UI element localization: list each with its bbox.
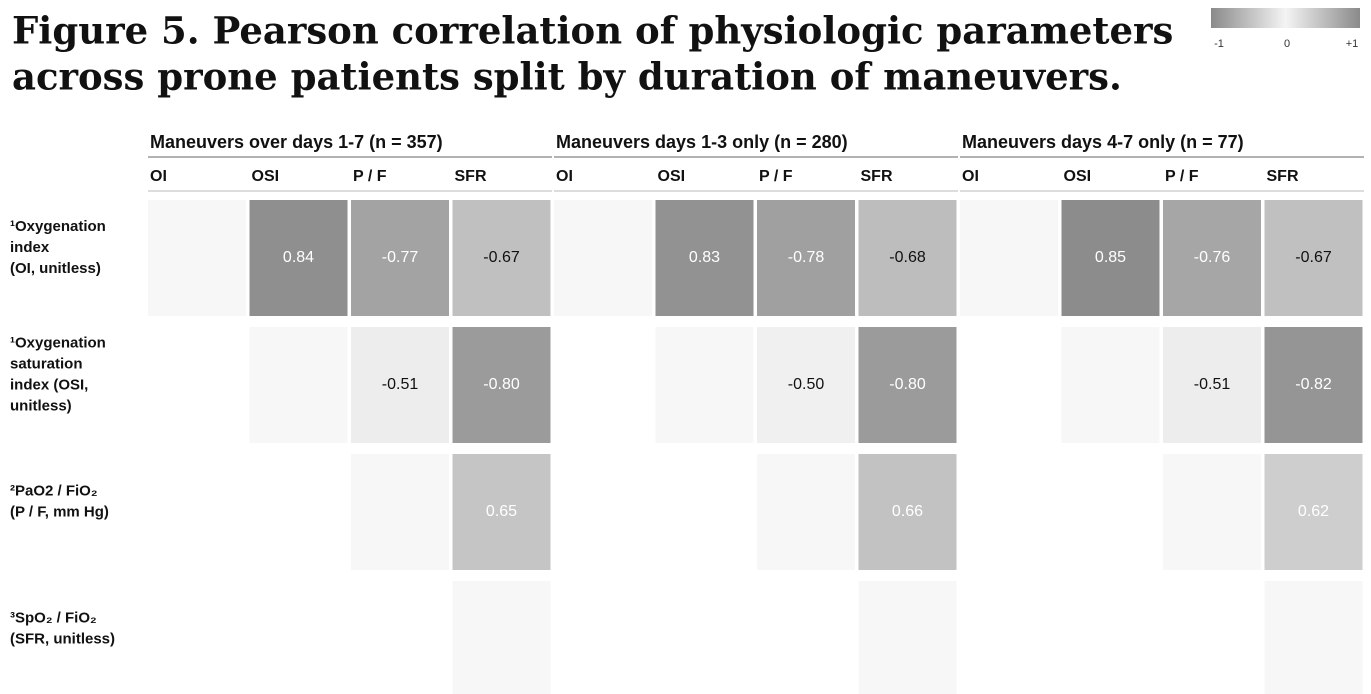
cell-value: -0.77 bbox=[382, 249, 419, 266]
column-label: P / F bbox=[759, 168, 793, 185]
cell-value: -0.50 bbox=[788, 376, 825, 393]
diagonal-cell bbox=[1264, 581, 1363, 694]
group-header: Maneuvers over days 1-7 (n = 357) bbox=[150, 132, 443, 152]
cell-value: 0.62 bbox=[1298, 503, 1329, 520]
heat-cell bbox=[858, 327, 957, 443]
row-label: ¹Oxygenation bbox=[10, 218, 106, 235]
diagonal-cell bbox=[148, 200, 246, 316]
group-header: Maneuvers days 4-7 only (n = 77) bbox=[962, 132, 1244, 152]
row-label: ¹Oxygenation bbox=[10, 334, 106, 351]
diagonal-cell bbox=[757, 454, 855, 570]
heat-cell bbox=[351, 327, 449, 443]
column-label: OSI bbox=[252, 168, 280, 185]
diagonal-cell bbox=[1061, 327, 1160, 443]
cell-value: 0.65 bbox=[486, 503, 517, 520]
column-label: SFR bbox=[861, 168, 893, 185]
heat-cell bbox=[452, 327, 551, 443]
column-label: OSI bbox=[658, 168, 686, 185]
title-line: Figure 5. Pearson correlation of physiol… bbox=[12, 9, 1173, 53]
column-label: P / F bbox=[1165, 168, 1199, 185]
row-label: ³SpO₂ / FiO₂ bbox=[10, 609, 97, 626]
column-label: OSI bbox=[1064, 168, 1092, 185]
cell-value: 0.66 bbox=[892, 503, 923, 520]
heat-cell bbox=[1264, 327, 1363, 443]
heat-cell bbox=[757, 200, 855, 316]
heat-cell bbox=[757, 327, 855, 443]
heat-cell bbox=[1163, 327, 1261, 443]
row-label: ²PaO2 / FiO₂ bbox=[10, 482, 98, 499]
heat-cell bbox=[858, 454, 957, 570]
row-label: index bbox=[10, 239, 50, 256]
cell-value: -0.82 bbox=[1295, 376, 1332, 393]
legend-label: 0 bbox=[1284, 38, 1290, 50]
diagonal-cell bbox=[960, 200, 1058, 316]
cell-value: -0.51 bbox=[1194, 376, 1231, 393]
diagonal-cell bbox=[655, 327, 754, 443]
title-line: across prone patients split by duration … bbox=[12, 55, 1122, 99]
row-label: (OI, unitless) bbox=[10, 260, 101, 277]
legend-label: +1 bbox=[1346, 38, 1359, 50]
column-label: SFR bbox=[1267, 168, 1299, 185]
cell-value: -0.80 bbox=[483, 376, 520, 393]
diagonal-cell bbox=[452, 581, 551, 694]
heat-cell bbox=[1061, 200, 1160, 316]
column-label: OI bbox=[962, 168, 979, 185]
group-header: Maneuvers days 1-3 only (n = 280) bbox=[556, 132, 848, 152]
heat-cell bbox=[351, 200, 449, 316]
heat-cell bbox=[452, 454, 551, 570]
cell-value: 0.84 bbox=[283, 249, 314, 266]
heat-cell bbox=[1163, 200, 1261, 316]
row-label: saturation bbox=[10, 355, 83, 372]
legend-gradient bbox=[1211, 8, 1360, 28]
diagonal-cell bbox=[1163, 454, 1261, 570]
column-label: OI bbox=[556, 168, 573, 185]
cell-value: -0.51 bbox=[382, 376, 419, 393]
heat-cell bbox=[655, 200, 754, 316]
cell-value: 0.85 bbox=[1095, 249, 1126, 266]
column-label: P / F bbox=[353, 168, 387, 185]
cell-value: -0.80 bbox=[889, 376, 926, 393]
cell-value: -0.68 bbox=[889, 249, 926, 266]
heat-cell bbox=[858, 200, 957, 316]
diagonal-cell bbox=[858, 581, 957, 694]
heat-cell bbox=[1264, 454, 1363, 570]
diagonal-cell bbox=[249, 327, 348, 443]
heat-cell bbox=[1264, 200, 1363, 316]
row-label: (P / F, mm Hg) bbox=[10, 503, 109, 520]
row-label: (SFR, unitless) bbox=[10, 630, 115, 647]
row-label: unitless) bbox=[10, 397, 72, 414]
diagonal-cell bbox=[554, 200, 652, 316]
legend-label: -1 bbox=[1214, 38, 1224, 50]
cell-value: -0.78 bbox=[788, 249, 825, 266]
cell-value: -0.76 bbox=[1194, 249, 1231, 266]
column-label: OI bbox=[150, 168, 167, 185]
diagonal-cell bbox=[351, 454, 449, 570]
heat-cell bbox=[452, 200, 551, 316]
row-label: index (OSI, bbox=[10, 376, 88, 393]
cell-value: 0.83 bbox=[689, 249, 720, 266]
column-label: SFR bbox=[455, 168, 487, 185]
cell-value: -0.67 bbox=[483, 249, 520, 266]
cell-value: -0.67 bbox=[1295, 249, 1332, 266]
heat-cell bbox=[249, 200, 348, 316]
